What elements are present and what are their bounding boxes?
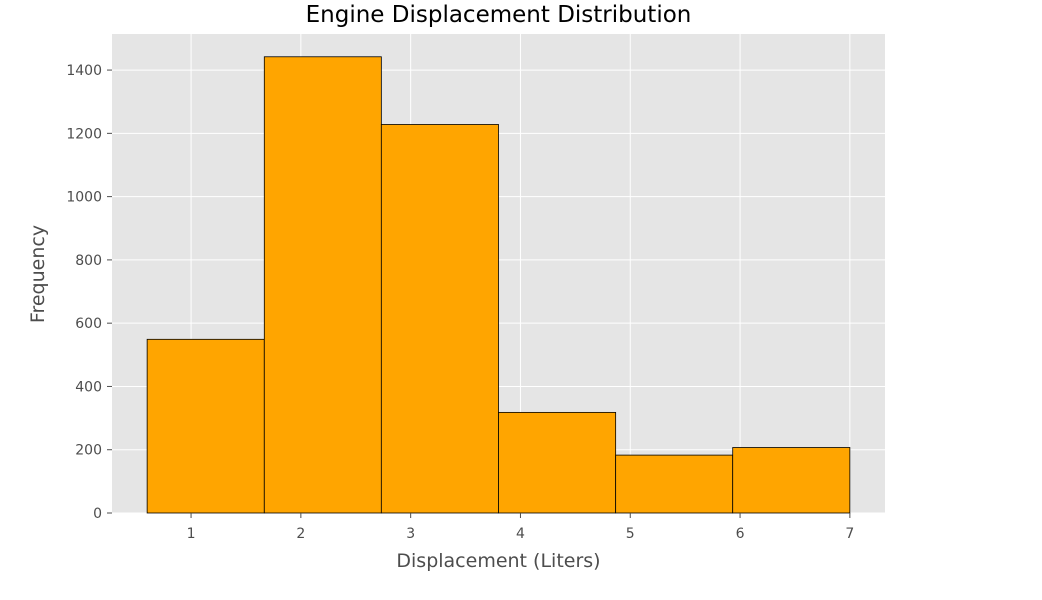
x-tick-label-2: 2 [296, 526, 305, 542]
x-tick-label-5: 5 [626, 526, 635, 542]
x-tick-label-4: 4 [516, 526, 525, 542]
x-tick-label-1: 1 [187, 526, 196, 542]
histogram-bar-5 [615, 454, 734, 514]
y-tick-label-600: 600 [75, 316, 102, 332]
histogram-bar-1 [146, 338, 265, 514]
histogram-bar-3 [380, 124, 499, 514]
x-tick-label-7: 7 [845, 526, 854, 542]
chart-title: Engine Displacement Distribution [306, 2, 692, 28]
y-tick-label-1200: 1200 [66, 126, 102, 142]
y-tick-label-1400: 1400 [66, 63, 102, 79]
y-axis-label: Frequency [27, 225, 49, 323]
histogram-bar-4 [498, 411, 617, 514]
y-tick-label-0: 0 [93, 506, 102, 522]
y-tick-label-400: 400 [75, 379, 102, 395]
x-axis-label: Displacement (Liters) [396, 550, 600, 572]
y-tick-label-200: 200 [75, 443, 102, 459]
x-tick-label-3: 3 [406, 526, 415, 542]
y-tick-label-1000: 1000 [66, 190, 102, 206]
histogram-bars [146, 56, 851, 514]
axis-ticks: 1 2 3 4 5 6 7 0 200 400 600 800 1000 1200 1400 [66, 63, 854, 542]
histogram-bar-6 [732, 447, 851, 514]
y-tick-label-800: 800 [75, 253, 102, 269]
x-tick-label-6: 6 [736, 526, 745, 542]
histogram-bar-2 [263, 56, 382, 514]
